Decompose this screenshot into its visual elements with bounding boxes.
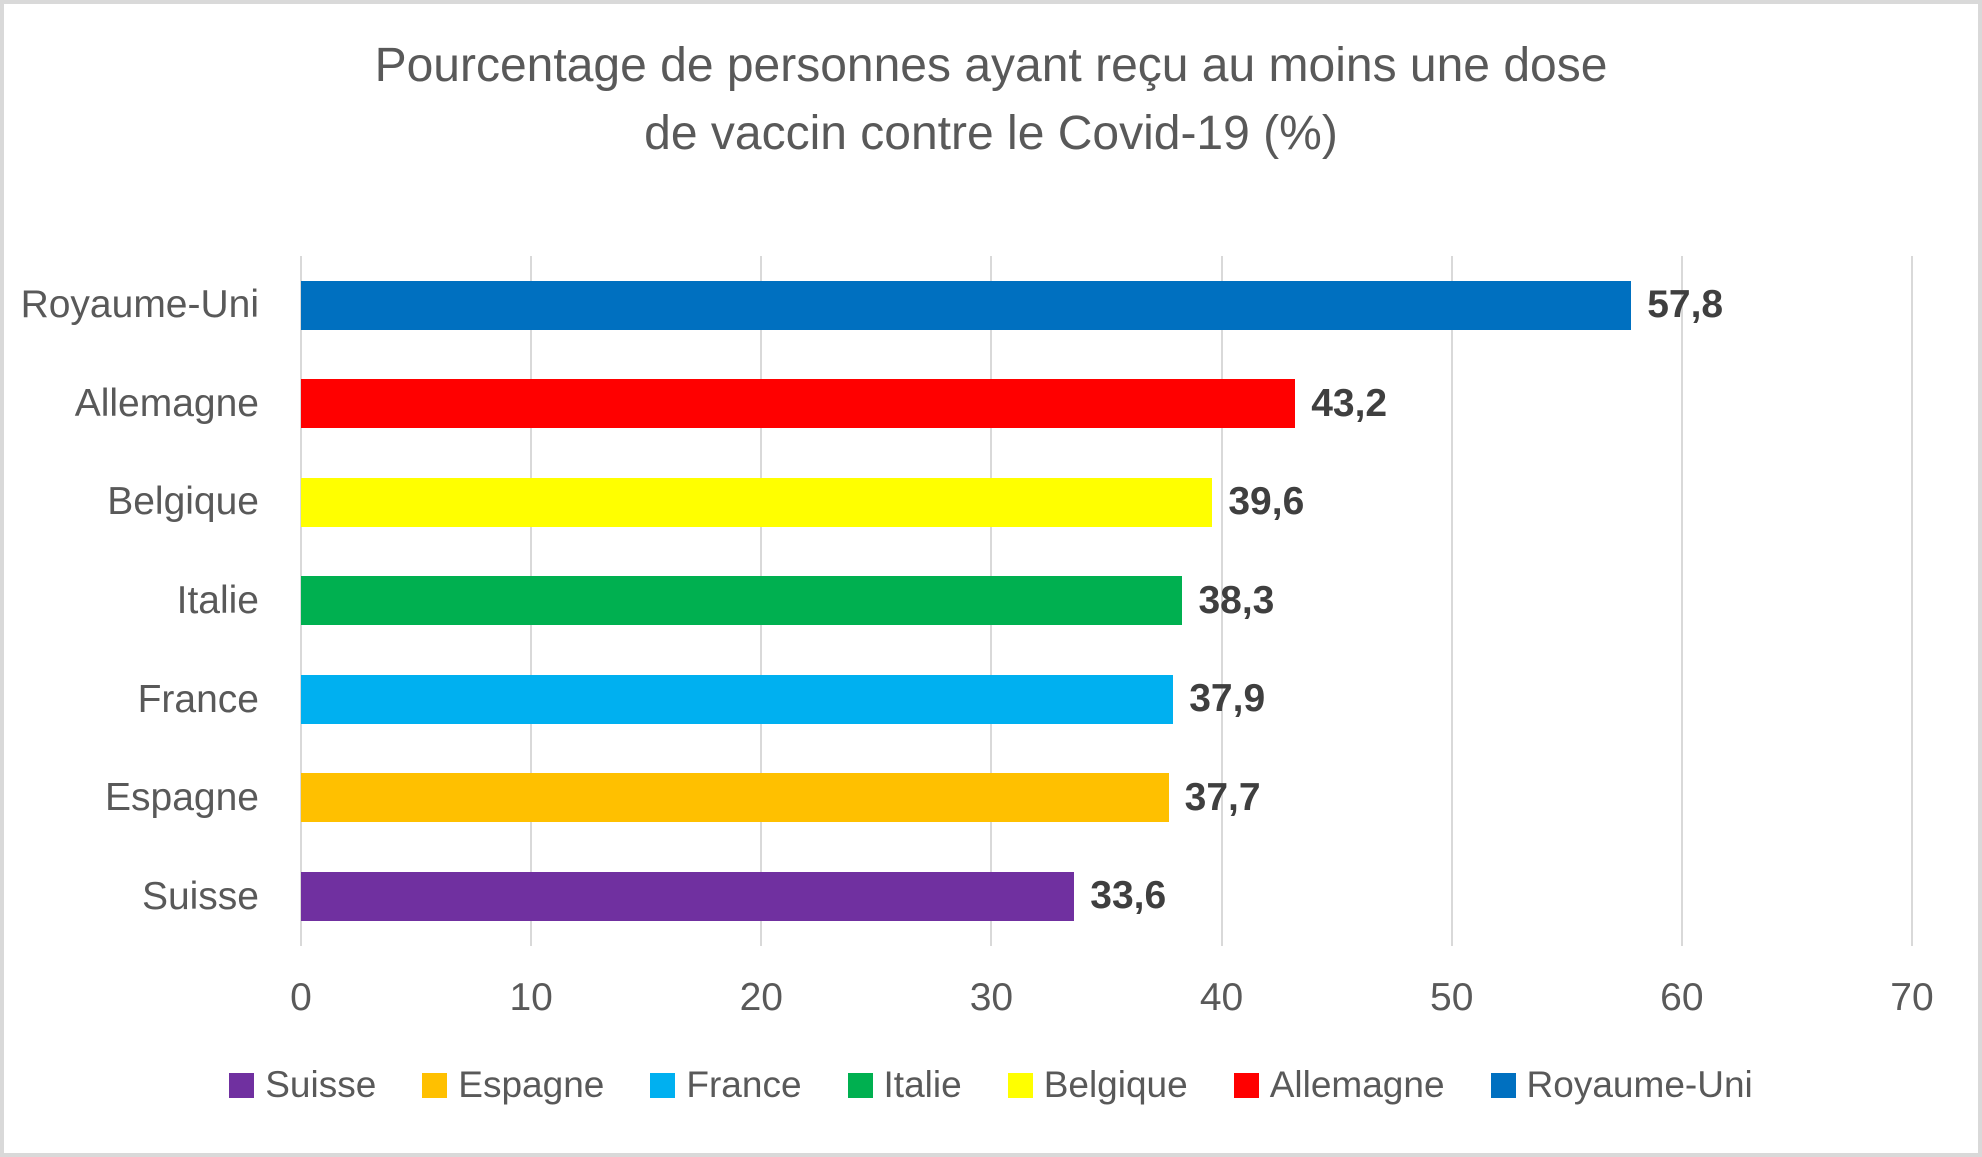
x-axis-labels: 0 10 20 30 40 50 60 70 <box>290 976 1934 1028</box>
legend-label: France <box>686 1064 802 1105</box>
legend-label: Suisse <box>265 1064 377 1105</box>
y-axis-labels: Royaume-Uni Allemagne Belgique Italie France… <box>4 256 259 946</box>
bar-row-royaume-uni: 57,8 <box>301 256 1912 355</box>
value-label: 57,8 <box>1647 283 1724 326</box>
legend-item-allemagne: Allemagne <box>1233 1064 1445 1106</box>
category-label: Royaume-Uni <box>20 283 259 327</box>
bar-belgique <box>301 477 1213 527</box>
bar-row-belgique: 39,6 <box>301 453 1912 552</box>
category-label: Suisse <box>141 874 259 918</box>
gridline <box>1680 256 1683 946</box>
bar-row-allemagne: 43,2 <box>301 355 1912 454</box>
legend-swatch-icon <box>847 1072 873 1098</box>
x-tick-label: 70 <box>1890 976 1934 1019</box>
legend-item-espagne: Espagne <box>422 1064 604 1106</box>
legend-swatch-icon <box>650 1072 676 1098</box>
legend-label: Royaume-Uni <box>1526 1064 1753 1105</box>
x-tick-label: 30 <box>969 976 1014 1019</box>
legend-label: Allemagne <box>1269 1064 1445 1105</box>
legend-item-france: France <box>650 1064 802 1106</box>
bar-suisse <box>301 871 1075 921</box>
legend-swatch-icon <box>1490 1072 1516 1098</box>
legend-swatch-icon <box>1007 1072 1033 1098</box>
bar-row-france: 37,9 <box>301 650 1912 749</box>
bar-allemagne <box>301 379 1296 429</box>
x-tick-label: 40 <box>1199 976 1244 1019</box>
value-label: 43,2 <box>1311 381 1388 425</box>
legend-swatch-icon <box>229 1072 255 1098</box>
x-tick-label: 60 <box>1660 976 1704 1019</box>
bar-row-espagne: 37,7 <box>301 749 1912 848</box>
bar-row-italie: 38,3 <box>301 552 1912 651</box>
value-label: 33,6 <box>1090 874 1167 918</box>
category-label: Espagne <box>105 776 259 820</box>
value-label: 37,9 <box>1189 677 1266 721</box>
legend-item-suisse: Suisse <box>229 1064 376 1106</box>
legend-label: Espagne <box>458 1064 605 1105</box>
gridline <box>1911 256 1913 946</box>
plot-area: 57,8 43,2 39,6 38,3 37,9 37,7 33,6 <box>300 256 1913 946</box>
legend-swatch-icon <box>1233 1072 1259 1098</box>
bar-espagne <box>301 773 1169 823</box>
legend-item-italie: Italie <box>847 1064 962 1106</box>
legend-item-belgique: Belgique <box>1007 1064 1188 1106</box>
legend: Suisse Espagne France Italie Belgique Allemag… <box>4 1064 1978 1106</box>
x-tick-label: 20 <box>739 976 783 1019</box>
legend-label: Belgique <box>1043 1064 1188 1105</box>
bar-france <box>301 674 1174 724</box>
value-label: 37,7 <box>1184 775 1261 819</box>
bar-royaume-uni <box>301 280 1632 330</box>
x-tick-label: 50 <box>1430 976 1474 1019</box>
value-label: 39,6 <box>1228 480 1305 524</box>
chart-title: Pourcentage de personnes ayant reçu au m… <box>374 39 1608 160</box>
bar-italie <box>301 576 1183 626</box>
legend-swatch-icon <box>422 1072 448 1098</box>
x-tick-label: 0 <box>290 976 312 1019</box>
category-label: Allemagne <box>74 381 259 425</box>
category-label: Belgique <box>107 480 259 524</box>
bar-row-suisse: 33,6 <box>301 847 1912 946</box>
category-label: France <box>137 677 259 721</box>
category-label: Italie <box>176 578 259 622</box>
gridline <box>1450 256 1453 946</box>
legend-item-royaume-uni: Royaume-Uni <box>1490 1064 1753 1106</box>
legend-label: Italie <box>883 1064 962 1105</box>
value-label: 38,3 <box>1198 578 1275 622</box>
x-tick-label: 10 <box>509 976 553 1019</box>
gridline <box>1220 256 1223 946</box>
